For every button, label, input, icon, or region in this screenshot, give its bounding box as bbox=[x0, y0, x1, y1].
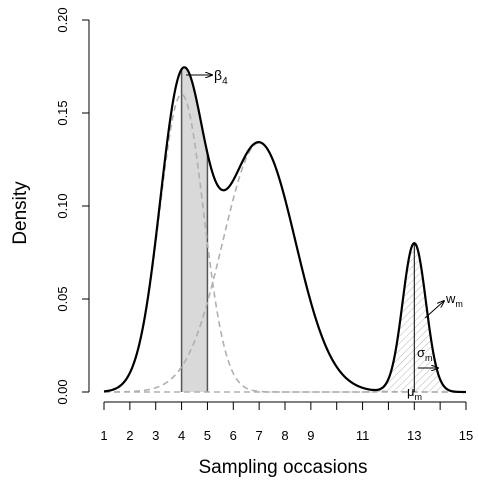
y-axis-title: Density bbox=[10, 181, 31, 245]
mu-label: μm bbox=[407, 384, 422, 402]
x-tick-label: 4 bbox=[178, 428, 185, 443]
w-label: wm bbox=[445, 291, 463, 309]
x-tick-label: 5 bbox=[204, 428, 211, 443]
y-tick-label: 0.05 bbox=[55, 286, 70, 311]
beta-label: β4 bbox=[214, 67, 228, 87]
y-tick-label: 0.00 bbox=[55, 379, 70, 404]
w-arrow bbox=[424, 301, 444, 319]
x-tick-label: 13 bbox=[407, 428, 421, 443]
annotations: β4 wm σm μm bbox=[186, 67, 463, 402]
x-tick-label: 11 bbox=[356, 428, 370, 443]
y-tick-label: 0.20 bbox=[55, 7, 70, 32]
plot-area: 0.00 0.05 0.10 0.15 0.20 1 2 3 4 5 6 7 8 9 11 13 15 bbox=[55, 7, 473, 443]
component-curve-2 bbox=[104, 141, 466, 393]
mixture-curve bbox=[103, 66, 466, 394]
shaded-interval bbox=[181, 67, 208, 392]
y-tick-label: 0.15 bbox=[55, 100, 70, 125]
x-tick-label: 9 bbox=[307, 428, 314, 443]
sigma-label: σm bbox=[417, 345, 433, 363]
y-tick-label: 0.10 bbox=[55, 193, 70, 218]
x-tick-label: 8 bbox=[281, 428, 288, 443]
x-tick-label: 6 bbox=[230, 428, 237, 443]
x-tick-label: 1 bbox=[100, 428, 107, 443]
x-tick-label: 7 bbox=[256, 428, 263, 443]
x-tick-label: 15 bbox=[459, 428, 473, 443]
x-tick-label: 3 bbox=[152, 428, 159, 443]
x-axis-title: Sampling occasions bbox=[199, 457, 368, 478]
x-tick-label: 2 bbox=[126, 428, 133, 443]
